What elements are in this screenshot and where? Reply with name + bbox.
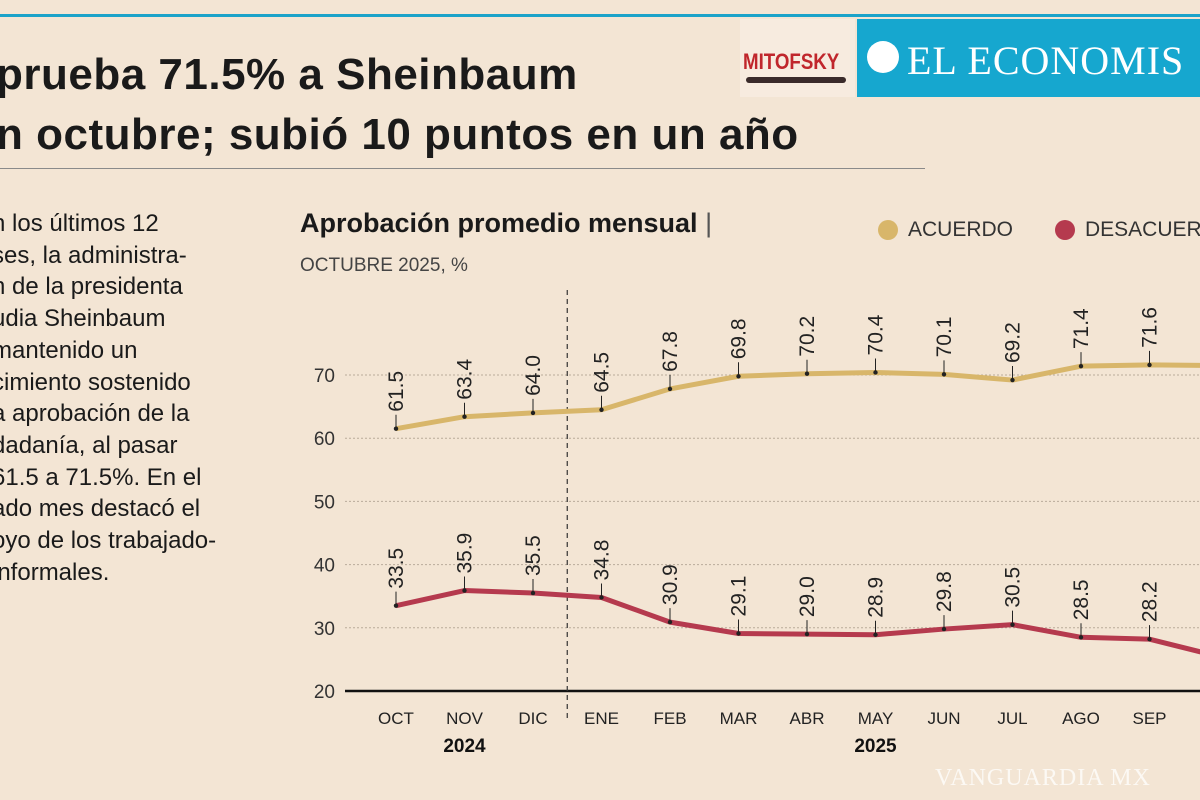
data-point	[941, 372, 947, 377]
series-line-acuerdo	[395, 362, 1200, 432]
mitofsky-logo: MITOFSKY	[740, 19, 855, 97]
data-point	[393, 603, 399, 608]
globe-icon	[867, 41, 899, 73]
data-label: 70.1	[933, 316, 956, 357]
data-point	[736, 374, 741, 379]
legend-desacuerdo: DESACUERDO	[1055, 218, 1200, 242]
data-label: 64.0	[522, 355, 545, 396]
data-point	[804, 371, 810, 376]
x-tick-label: FEB	[653, 709, 686, 728]
x-tick-label: NOV	[446, 709, 484, 728]
y-tick-label: 70	[314, 366, 335, 387]
data-point	[1147, 362, 1152, 368]
data-point	[1078, 363, 1084, 369]
data-label: 67.8	[659, 331, 682, 372]
data-label: 61.5	[385, 371, 408, 412]
data-label: 63.4	[454, 359, 477, 400]
data-point	[530, 590, 536, 596]
data-label: 64.5	[591, 352, 614, 393]
watermark: VANGUARDIA MX	[935, 765, 1151, 791]
data-label: 35.9	[454, 533, 477, 574]
year-label: 2025	[854, 736, 897, 757]
data-point	[599, 407, 604, 412]
legend-swatch-desacuerdo	[1055, 220, 1075, 240]
data-point	[1147, 636, 1152, 642]
mitofsky-logo-text: MITOFSKY	[743, 49, 840, 74]
headline-line-1: prueba 71.5% a Sheinbaum	[0, 50, 578, 99]
data-point	[599, 595, 604, 600]
el-economista-logo-text: EL ECONOMIS	[907, 38, 1185, 83]
x-tick-label: MAR	[720, 709, 758, 728]
x-tick-label: JUN	[927, 709, 960, 728]
y-tick-label: 30	[314, 619, 335, 640]
y-tick-label: 40	[314, 556, 335, 577]
legend-acuerdo: ACUERDO	[878, 218, 1013, 242]
headline-line-2: n octubre; subió 10 puntos en un año	[0, 110, 799, 159]
data-label: 71.4	[1070, 308, 1093, 349]
data-point	[1010, 622, 1015, 627]
headline-divider	[0, 168, 925, 169]
data-label: 29.8	[933, 571, 956, 612]
data-point	[462, 414, 467, 419]
y-tick-label: 20	[314, 682, 335, 703]
data-label: 70.4	[865, 314, 888, 355]
data-label: 70.2	[796, 316, 819, 357]
data-point	[873, 370, 878, 375]
data-point	[1078, 635, 1084, 640]
data-label: 28.9	[865, 577, 888, 618]
data-label: 69.8	[728, 318, 751, 359]
data-point	[1010, 377, 1015, 383]
data-label: 69.2	[1002, 322, 1025, 363]
data-label: 28.5	[1070, 579, 1093, 620]
data-point	[941, 626, 947, 632]
legend-swatch-acuerdo	[878, 220, 898, 240]
data-label: 35.5	[522, 535, 545, 576]
data-label: 30.5	[1002, 567, 1025, 608]
chart-subtitle: OCTUBRE 2025, %	[300, 255, 468, 276]
x-tick-label: AGO	[1062, 709, 1100, 728]
x-tick-label: ENE	[584, 709, 619, 728]
data-point	[873, 632, 878, 637]
x-tick-label: DIC	[518, 709, 547, 728]
data-point	[462, 588, 467, 593]
body-text: n los últimos 12 ses, la administra- n d…	[0, 210, 217, 586]
y-tick-label: 60	[314, 429, 335, 450]
data-label: 30.9	[659, 564, 682, 605]
data-point	[736, 631, 741, 636]
chart-title: Aprobación promedio mensual |	[300, 208, 713, 238]
data-point	[667, 386, 673, 392]
data-label: 29.0	[796, 576, 819, 617]
data-point	[530, 410, 536, 416]
x-tick-label: JUL	[997, 709, 1027, 728]
data-label: 34.8	[591, 540, 614, 581]
data-point	[667, 619, 673, 625]
x-tick-label: ABR	[790, 709, 825, 728]
x-tick-label: SEP	[1132, 709, 1166, 728]
data-label: 71.6	[1139, 307, 1162, 348]
el-economista-logo: EL ECONOMIS	[857, 19, 1200, 97]
year-label: 2024	[443, 736, 486, 757]
x-tick-label: OCT	[378, 709, 414, 728]
data-label: 29.1	[728, 576, 751, 617]
y-tick-label: 50	[314, 492, 335, 513]
data-label: 28.2	[1139, 581, 1162, 622]
top-rule	[0, 14, 1200, 17]
x-tick-label: MAY	[858, 709, 894, 728]
data-label: 33.5	[385, 548, 408, 589]
data-point	[393, 426, 399, 431]
data-point	[804, 631, 810, 637]
